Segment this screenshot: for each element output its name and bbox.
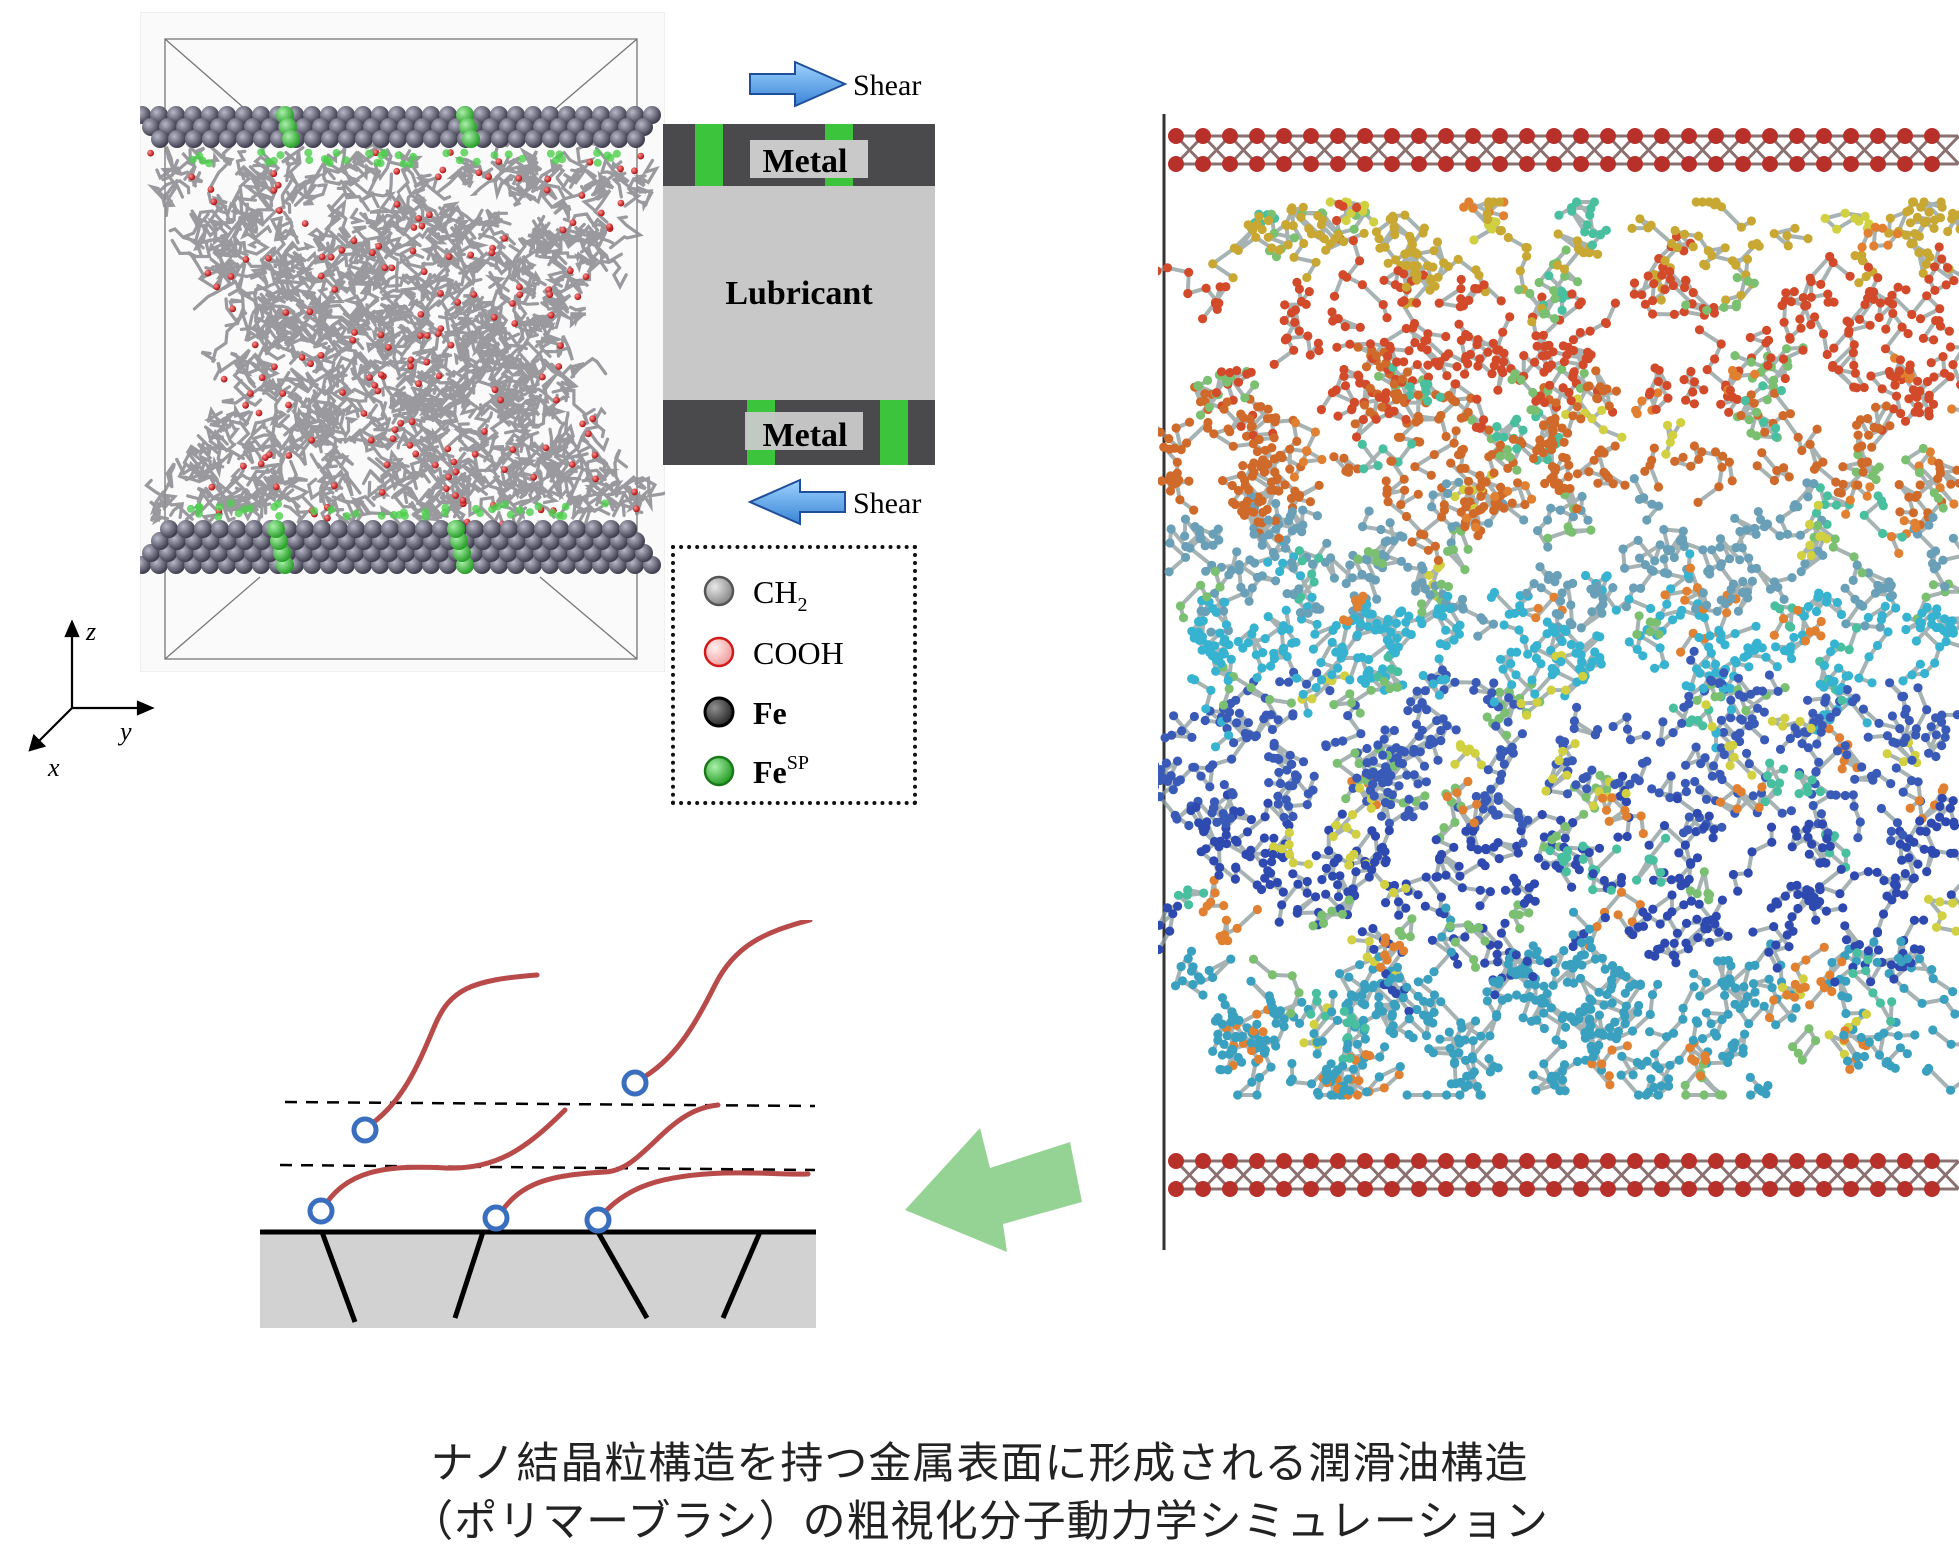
legend: CH2 COOH Fe FeSP — [671, 545, 917, 805]
figure-caption: ナノ結晶粒構造を持つ金属表面に形成される潤滑油構造 （ポリマーブラシ）の粗視化分… — [0, 1435, 1959, 1551]
layer-line-lower — [280, 1165, 815, 1170]
legend-swatch-cooh — [705, 638, 733, 666]
shear-arrow-left-icon — [750, 480, 845, 524]
anchor-circle — [624, 1072, 646, 1094]
polymer-chains — [322, 920, 810, 1220]
shear-label-top: Shear — [853, 69, 921, 102]
svg-text:COOH: COOH — [753, 635, 844, 671]
metal-label-top: Metal — [763, 143, 848, 180]
caption-line-1: ナノ結晶粒構造を持つ金属表面に形成される潤滑油構造 — [0, 1435, 1959, 1493]
axis-label-x: x — [47, 753, 60, 782]
anchor-circle — [354, 1119, 376, 1141]
anchor-groups — [310, 1072, 646, 1231]
axis-label-y: y — [117, 717, 132, 746]
anchor-circle — [587, 1209, 609, 1231]
axis-triad: z y x — [20, 620, 160, 790]
top-wall-lattice — [1168, 128, 1959, 172]
polymer-brush-schematic — [255, 920, 830, 1335]
substrate-surface — [260, 1232, 816, 1328]
molecular-simulation-left — [140, 12, 665, 672]
anchor-circle — [310, 1200, 332, 1222]
legend-item-fe: Fe — [705, 695, 787, 731]
shear-label-bottom: Shear — [853, 487, 921, 520]
legend-swatch-fe — [705, 698, 733, 726]
legend-item-cooh: COOH — [705, 635, 844, 671]
shear-schematic: Shear Metal Lubricant Metal Shear — [655, 50, 975, 530]
sp-strip-top-left — [695, 124, 723, 186]
legend-item-fe-sp: FeSP — [705, 752, 809, 790]
bottom-wall-lattice — [1168, 1153, 1959, 1197]
sp-strip-bottom-right — [880, 400, 908, 465]
polymer-brush-network — [1158, 197, 1959, 1099]
lubricant-label: Lubricant — [725, 275, 873, 312]
green-arrow-left-icon — [895, 1120, 1095, 1260]
legend-swatch-fe-sp — [705, 757, 733, 785]
legend-item-ch2: CH2 — [705, 574, 807, 616]
axis-label-z: z — [85, 620, 96, 646]
coarse-grained-simulation-right — [1158, 110, 1959, 1255]
svg-text:CH2: CH2 — [753, 574, 807, 616]
anchor-circle — [485, 1207, 507, 1229]
layer-line-upper — [285, 1102, 815, 1106]
shear-arrow-right-icon — [750, 62, 845, 106]
svg-text:FeSP: FeSP — [753, 752, 809, 790]
svg-text:Fe: Fe — [753, 695, 787, 731]
legend-swatch-ch2 — [705, 577, 733, 605]
metal-label-bottom: Metal — [763, 417, 848, 454]
caption-line-2: （ポリマーブラシ）の粗視化分子動力学シミュレーション — [0, 1493, 1959, 1551]
